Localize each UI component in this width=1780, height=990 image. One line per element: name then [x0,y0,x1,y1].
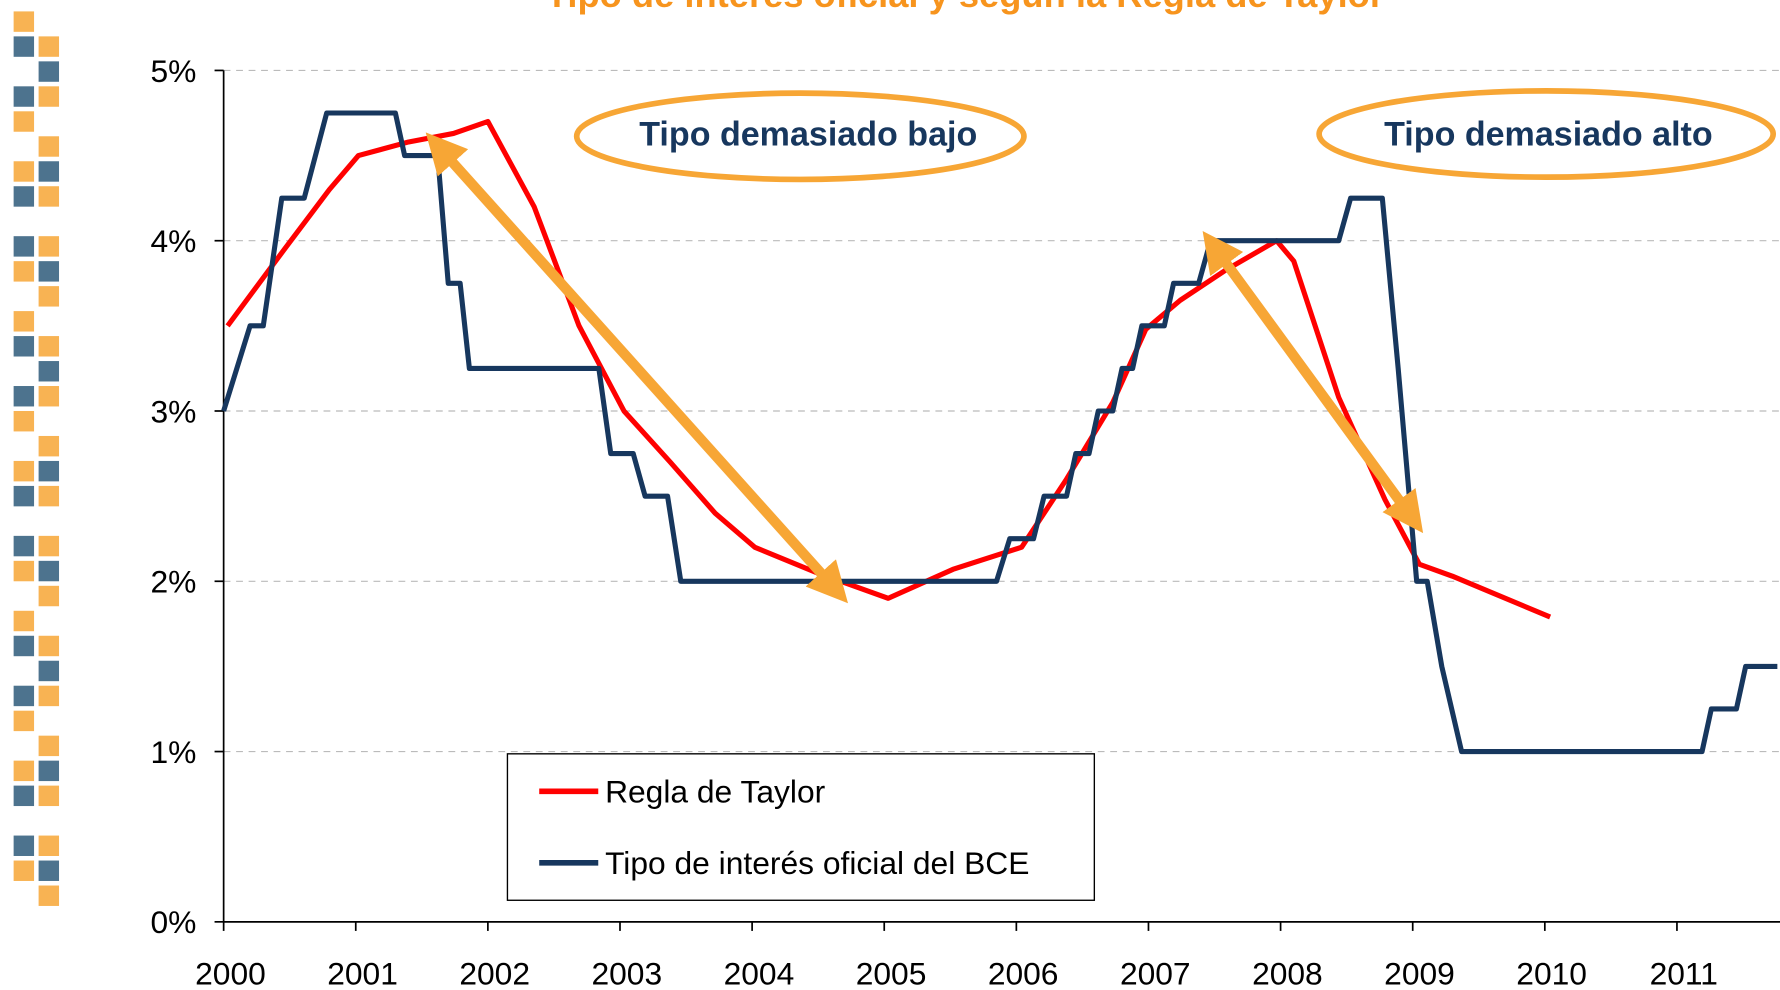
deco-square [13,410,35,432]
deco-square [13,560,35,582]
y-tick-label: 1% [150,734,196,770]
deco-square [13,261,35,282]
x-tick-label: 2002 [459,955,530,990]
deco-square [13,36,35,57]
deco-square [13,710,35,732]
x-tick-label: 2006 [988,955,1059,990]
side-decoration [13,11,60,906]
y-tick-label: 2% [150,564,196,600]
grid [223,69,1780,753]
deco-square [13,760,35,782]
x-tick-label: 2008 [1252,955,1323,990]
deco-square [38,361,60,382]
annotation-ellipse [573,90,1027,183]
x-tick-label: 2005 [856,955,927,990]
deco-square [38,186,60,207]
annotation: Tipo demasiado bajo [639,115,977,153]
deco-square [38,535,60,557]
deco-square [38,735,60,757]
legend [506,753,1096,901]
deco-square [13,86,35,107]
deco-square [38,236,60,257]
annotation-ellipse [1316,88,1777,180]
deco-square [13,111,35,132]
deco-square [38,261,60,282]
deco-square [13,635,35,657]
y-tick-label: 5% [150,53,196,89]
arrow [425,132,849,604]
deco-square [13,685,35,707]
deco-square [38,685,60,707]
x-tick-label: 2004 [724,955,795,990]
deco-square [13,785,35,807]
deco-square [13,186,35,207]
deco-square [13,835,35,856]
legend-label: Tipo de interés oficial del BCE [605,845,1029,881]
legend-entries: Regla de Taylor Tipo de interés oficial d… [539,774,1029,881]
deco-square [13,236,35,257]
deco-square [38,386,60,407]
deco-square [38,660,60,682]
deco-square [38,460,60,482]
y-tick-label: 4% [150,223,196,259]
x-tick-label: 2001 [327,955,398,990]
legend-label: Regla de Taylor [605,774,826,810]
deco-square [38,760,60,782]
deco-square [13,485,35,507]
deco-square [13,610,35,632]
deco-square [38,86,60,107]
axes: 0% 1% 2% 3% 4% 5% 2000 2001 2002 2003 2004 2005 2006… [150,53,1780,990]
deco-square [13,460,35,482]
deco-square [13,860,35,881]
deco-square [38,36,60,57]
x-tick-label: 2009 [1384,955,1455,990]
deco-square [13,535,35,557]
chart-title: Tipo de interés oficial y según la Regla… [546,0,1384,15]
arrow [1202,231,1424,534]
deco-square [38,136,60,157]
y-tick-label: 0% [150,904,196,940]
x-tick-label: 2003 [591,955,662,990]
deco-square [13,161,35,182]
x-tick-label: 2007 [1120,955,1191,990]
deco-square [38,860,60,881]
deco-square [13,336,35,357]
deco-square [38,61,60,82]
deco-square [38,885,60,906]
deco-square [38,585,60,607]
x-tick-label: 2010 [1516,955,1587,990]
deco-square [38,435,60,457]
deco-square [38,635,60,657]
deco-square [38,161,60,182]
x-tick-label: 2011 [1650,955,1718,990]
y-tick-label: 3% [150,393,196,429]
deco-square [38,835,60,856]
deco-square [38,485,60,507]
deco-square [13,311,35,332]
deco-square [13,386,35,407]
deco-square [38,785,60,807]
deco-square [38,560,60,582]
annotation: Tipo demasiado alto [1384,115,1713,153]
x-tick-label: 2000 [195,955,266,990]
deco-square [38,286,60,307]
deco-square [38,336,60,357]
deco-square [13,11,35,32]
series [221,110,1778,755]
series-line [221,110,1778,755]
